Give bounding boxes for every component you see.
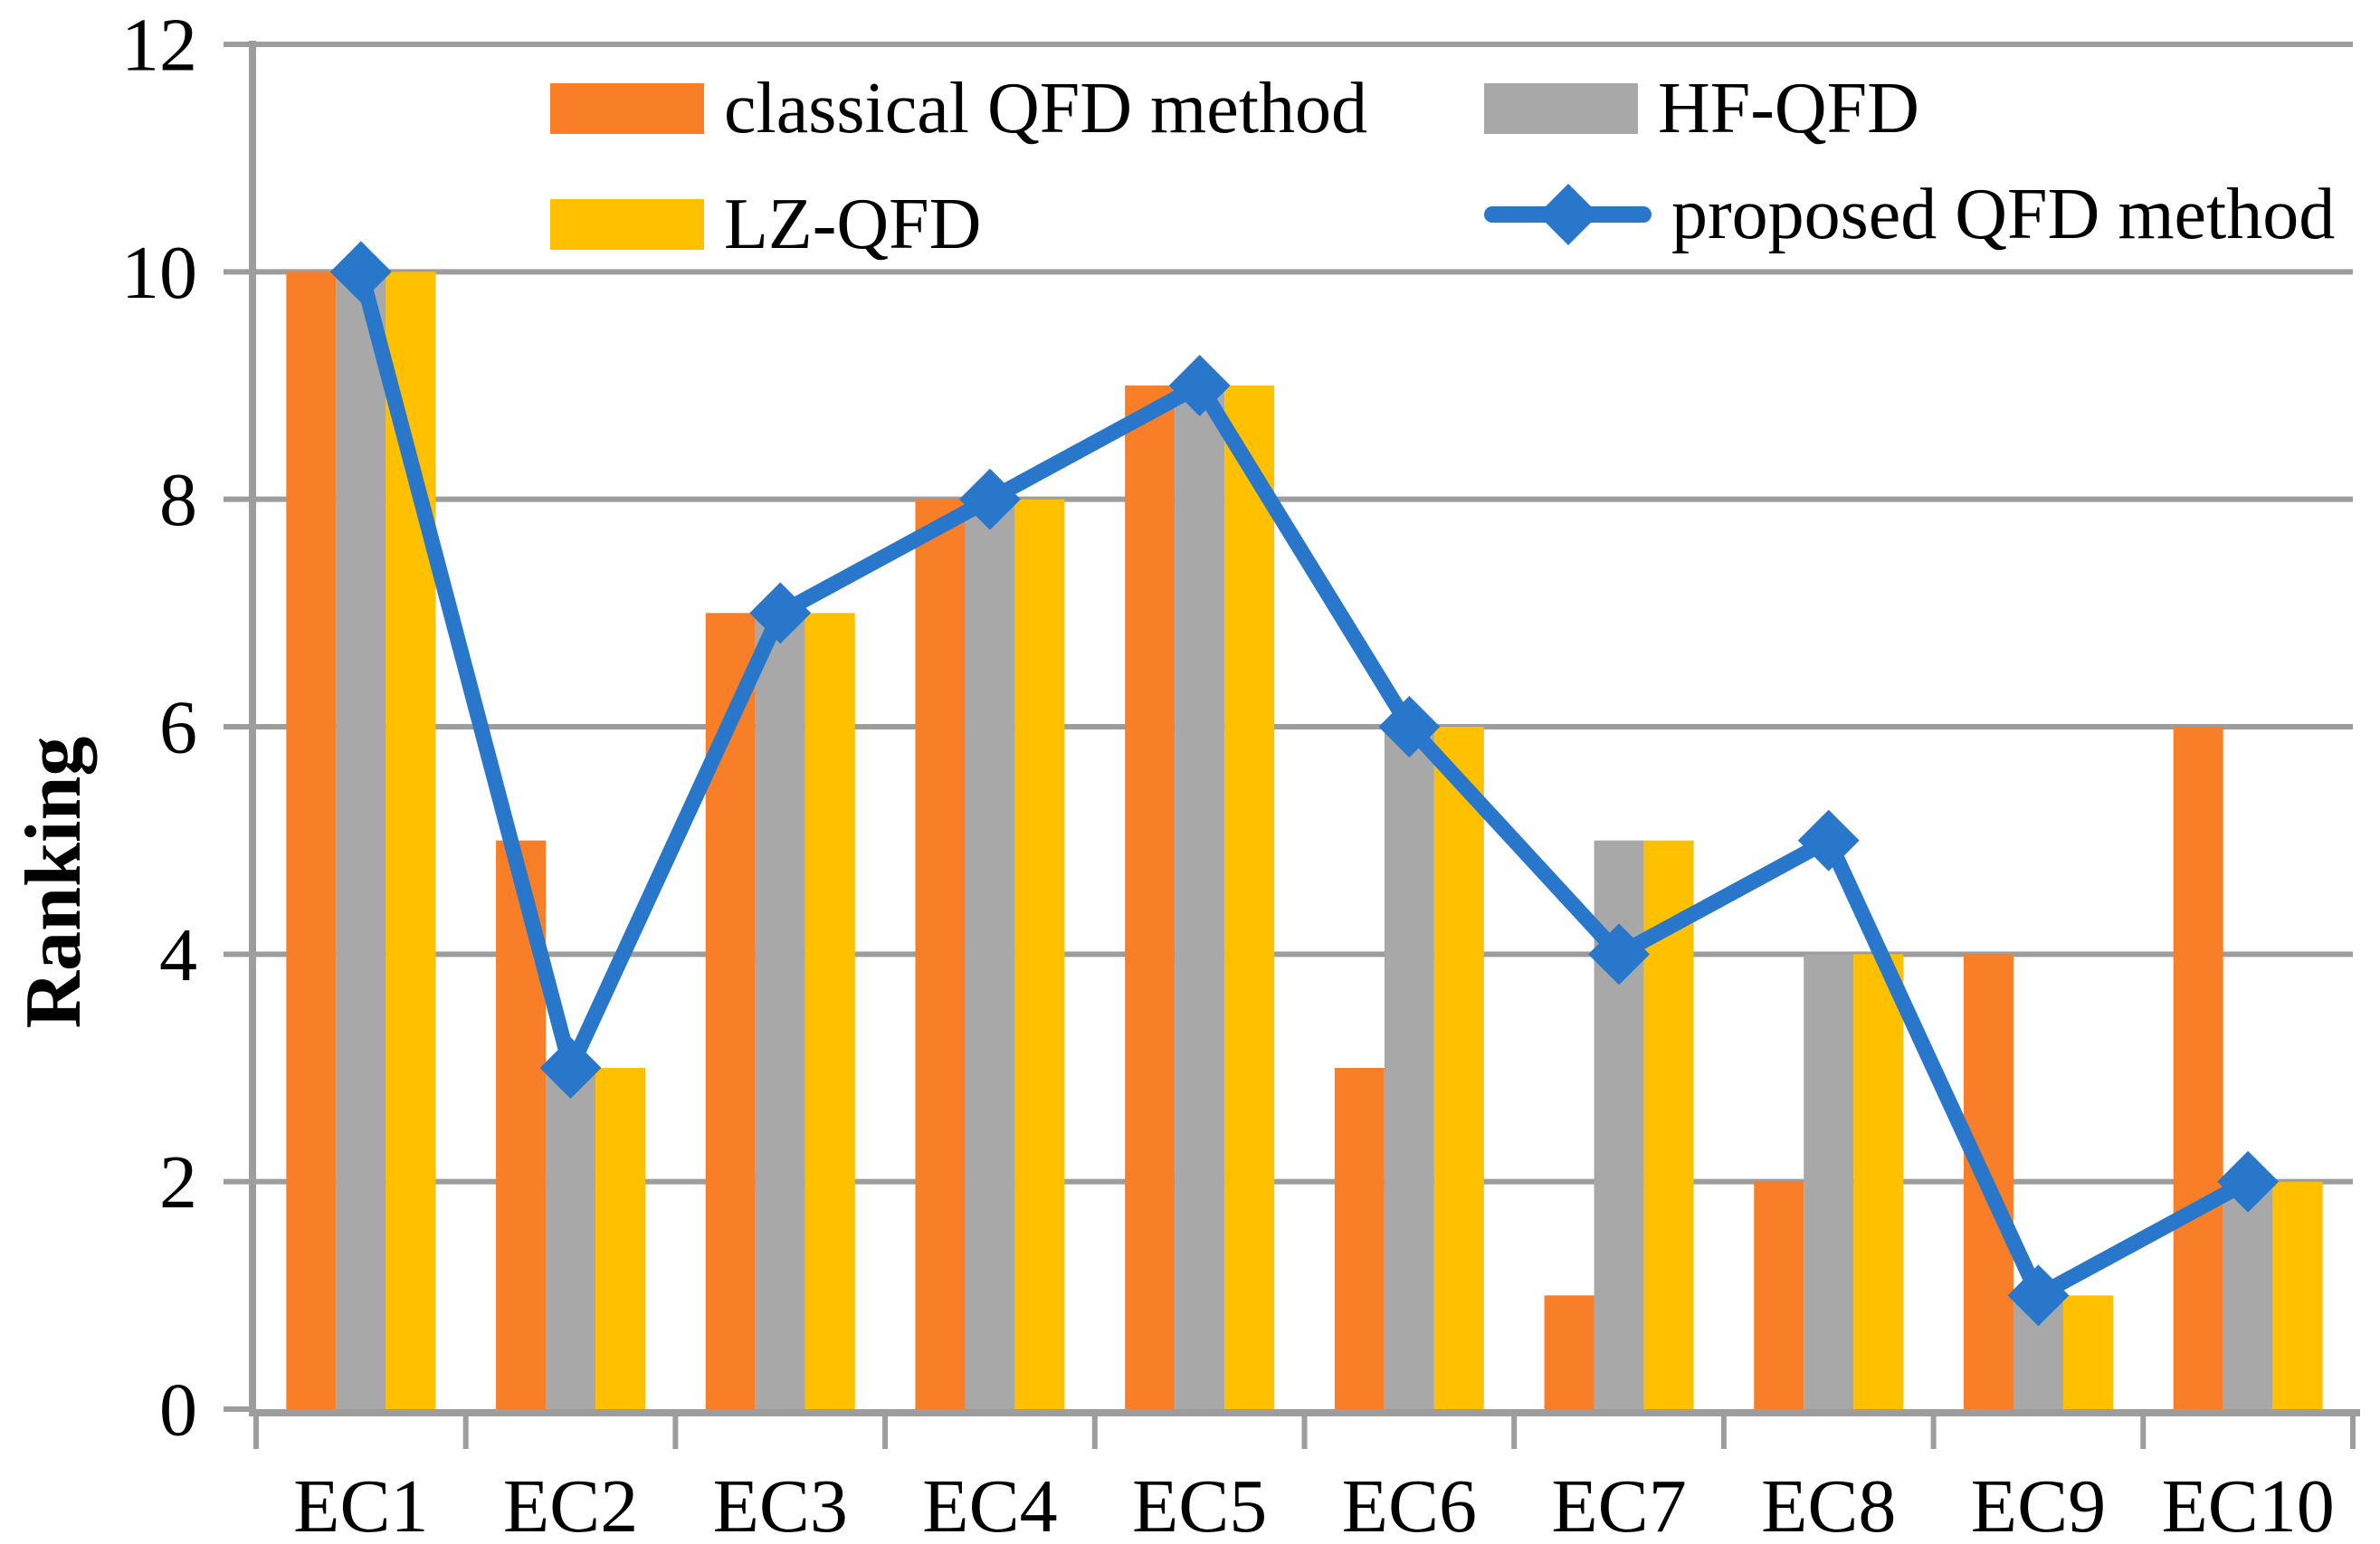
bar bbox=[755, 613, 805, 1409]
y-tick-label: 0 bbox=[159, 1368, 197, 1453]
x-tick-label: EC8 bbox=[1761, 1464, 1896, 1544]
y-tick-label: 12 bbox=[121, 4, 197, 88]
x-tick-label: EC1 bbox=[293, 1464, 428, 1544]
bar bbox=[1175, 386, 1225, 1409]
legend-swatch-classical-qfd bbox=[550, 83, 704, 134]
legend-label-hf-qfd: HF-QFD bbox=[1658, 69, 1919, 148]
bar bbox=[1224, 386, 1275, 1409]
x-tick-label: EC2 bbox=[503, 1464, 638, 1544]
bar bbox=[2173, 727, 2223, 1409]
legend-diamond-marker-icon bbox=[1537, 184, 1599, 245]
x-tick-labels: EC1 EC2 EC3 EC4 EC5 EC6 EC7 EC8 EC9 EC10 bbox=[293, 1464, 2335, 1544]
y-tick-label: 6 bbox=[159, 686, 197, 770]
bar bbox=[1014, 499, 1065, 1409]
bar bbox=[1433, 727, 1484, 1409]
bar bbox=[965, 499, 1015, 1409]
y-tick-labels: 0 2 4 6 8 10 12 bbox=[121, 4, 197, 1453]
y-tick-label: 2 bbox=[159, 1140, 197, 1225]
bar bbox=[546, 1068, 596, 1409]
x-tick-label: EC3 bbox=[713, 1464, 848, 1544]
line-path bbox=[353, 263, 2256, 1303]
bar-series-1 bbox=[336, 272, 2273, 1409]
y-tick-label: 8 bbox=[159, 458, 197, 542]
bar bbox=[286, 272, 337, 1409]
diamond-marker-icon bbox=[329, 241, 392, 303]
bar bbox=[804, 613, 855, 1409]
bar bbox=[2272, 1181, 2323, 1409]
axes bbox=[224, 41, 2360, 1449]
x-tick-label: EC10 bbox=[2161, 1464, 2334, 1544]
legend-item-proposed-qfd: proposed QFD method bbox=[1484, 174, 2335, 255]
legend-label-proposed-qfd: proposed QFD method bbox=[1671, 175, 2336, 254]
legend-swatch-lz-qfd bbox=[550, 199, 704, 250]
x-tick-label: EC5 bbox=[1132, 1464, 1267, 1544]
bar bbox=[915, 499, 966, 1409]
x-tick-label: EC6 bbox=[1342, 1464, 1477, 1544]
legend-swatch-hf-qfd bbox=[1484, 83, 1638, 134]
y-tick-label: 4 bbox=[159, 913, 197, 997]
bar bbox=[1125, 386, 1176, 1409]
bar bbox=[1853, 954, 1904, 1409]
diamond-marker-icon bbox=[1797, 809, 1860, 872]
y-axis-title: Ranking bbox=[10, 737, 98, 1029]
diamond-marker-icon bbox=[2217, 1150, 2280, 1213]
bar bbox=[2062, 1295, 2113, 1409]
legend-line-sample bbox=[1484, 174, 1652, 255]
legend-item-classical-qfd: classical QFD method bbox=[550, 72, 1367, 145]
bar bbox=[1754, 1181, 1804, 1409]
legend-label-classical-qfd: classical QFD method bbox=[724, 69, 1367, 148]
x-tick-label: EC9 bbox=[1971, 1464, 2106, 1544]
bar bbox=[595, 1068, 646, 1409]
x-tick-label: EC4 bbox=[922, 1464, 1057, 1544]
bar bbox=[1544, 1295, 1595, 1409]
bar bbox=[1384, 727, 1434, 1409]
legend-label-lz-qfd: LZ-QFD bbox=[724, 185, 982, 264]
y-tick-label: 10 bbox=[121, 231, 197, 315]
legend-item-lz-qfd: LZ-QFD bbox=[550, 188, 981, 261]
bar bbox=[336, 272, 386, 1409]
x-tick-label: EC7 bbox=[1551, 1464, 1686, 1544]
legend-item-hf-qfd: HF-QFD bbox=[1484, 72, 1919, 145]
bar bbox=[1334, 1068, 1385, 1409]
diamond-marker-icon bbox=[2007, 1264, 2070, 1327]
bar bbox=[2223, 1181, 2273, 1409]
bar bbox=[1804, 954, 1854, 1409]
